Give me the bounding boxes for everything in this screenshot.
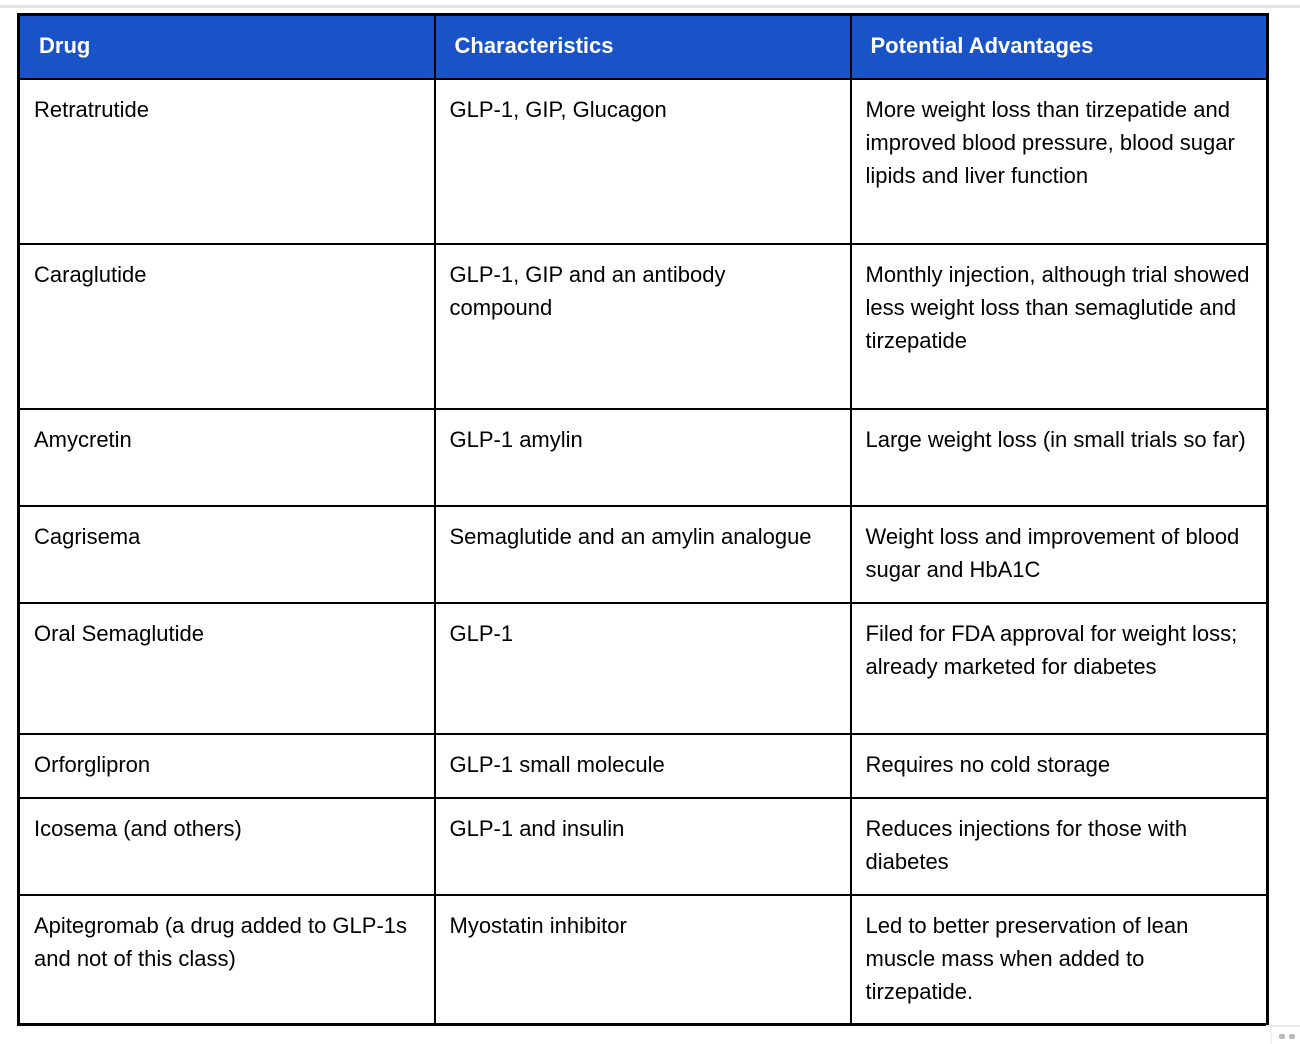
cell-drug: Caraglutide — [17, 242, 436, 410]
cell-advantages: Reduces injections for those with diabet… — [849, 796, 1269, 896]
cell-drug: Icosema (and others) — [17, 796, 436, 896]
corner-resize-artifact — [1266, 1023, 1300, 1044]
faint-vertical-line — [1270, 1023, 1272, 1044]
screenshot-top-edge-line — [0, 5, 1300, 8]
table-row: Retratrutide GLP-1, GIP, Glucagon More w… — [17, 77, 1269, 245]
cell-advantages: Filed for FDA approval for weight loss; … — [849, 601, 1269, 735]
cell-characteristics: GLP-1, GIP, Glucagon — [433, 77, 852, 245]
drug-comparison-table: Drug Characteristics Potential Advantage… — [17, 13, 1269, 1026]
cell-advantages: Large weight loss (in small trials so fa… — [849, 407, 1269, 507]
handle-dot-icon — [1289, 1034, 1295, 1039]
cell-advantages: Led to better preservation of lean muscl… — [849, 893, 1269, 1026]
column-header-drug: Drug — [17, 13, 436, 80]
cell-advantages: More weight loss than tirzepatide and im… — [849, 77, 1269, 245]
table-row: Icosema (and others) GLP-1 and insulin R… — [17, 796, 1269, 896]
table-row: Amycretin GLP-1 amylin Large weight loss… — [17, 407, 1269, 507]
cell-drug: Cagrisema — [17, 504, 436, 604]
cell-characteristics: Semaglutide and an amylin analogue — [433, 504, 852, 604]
table-row: Apitegromab (a drug added to GLP-1s and … — [17, 893, 1269, 1026]
table-row: Caraglutide GLP-1, GIP and an antibody c… — [17, 242, 1269, 410]
cell-advantages: Requires no cold storage — [849, 732, 1269, 799]
table-row: Oral Semaglutide GLP-1 Filed for FDA app… — [17, 601, 1269, 735]
table-header-row: Drug Characteristics Potential Advantage… — [17, 13, 1269, 80]
cell-advantages: Weight loss and improvement of blood sug… — [849, 504, 1269, 604]
cell-characteristics: GLP-1 — [433, 601, 852, 735]
cell-characteristics: GLP-1 and insulin — [433, 796, 852, 896]
table-row: Orforglipron GLP-1 small molecule Requir… — [17, 732, 1269, 799]
cell-characteristics: GLP-1 small molecule — [433, 732, 852, 799]
cell-drug: Orforglipron — [17, 732, 436, 799]
cell-drug: Retratrutide — [17, 77, 436, 245]
cell-advantages: Monthly injection, although trial showed… — [849, 242, 1269, 410]
column-header-characteristics: Characteristics — [433, 13, 852, 80]
cell-characteristics: Myostatin inhibitor — [433, 893, 852, 1026]
cell-drug: Oral Semaglutide — [17, 601, 436, 735]
cell-characteristics: GLP-1 amylin — [433, 407, 852, 507]
cell-drug: Amycretin — [17, 407, 436, 507]
cell-drug: Apitegromab (a drug added to GLP-1s and … — [17, 893, 436, 1026]
faint-horizontal-line — [1266, 1025, 1300, 1027]
cell-characteristics: GLP-1, GIP and an antibody compound — [433, 242, 852, 410]
handle-dot-icon — [1279, 1034, 1285, 1039]
column-header-potential-advantages: Potential Advantages — [849, 13, 1269, 80]
table-row: Cagrisema Semaglutide and an amylin anal… — [17, 504, 1269, 604]
